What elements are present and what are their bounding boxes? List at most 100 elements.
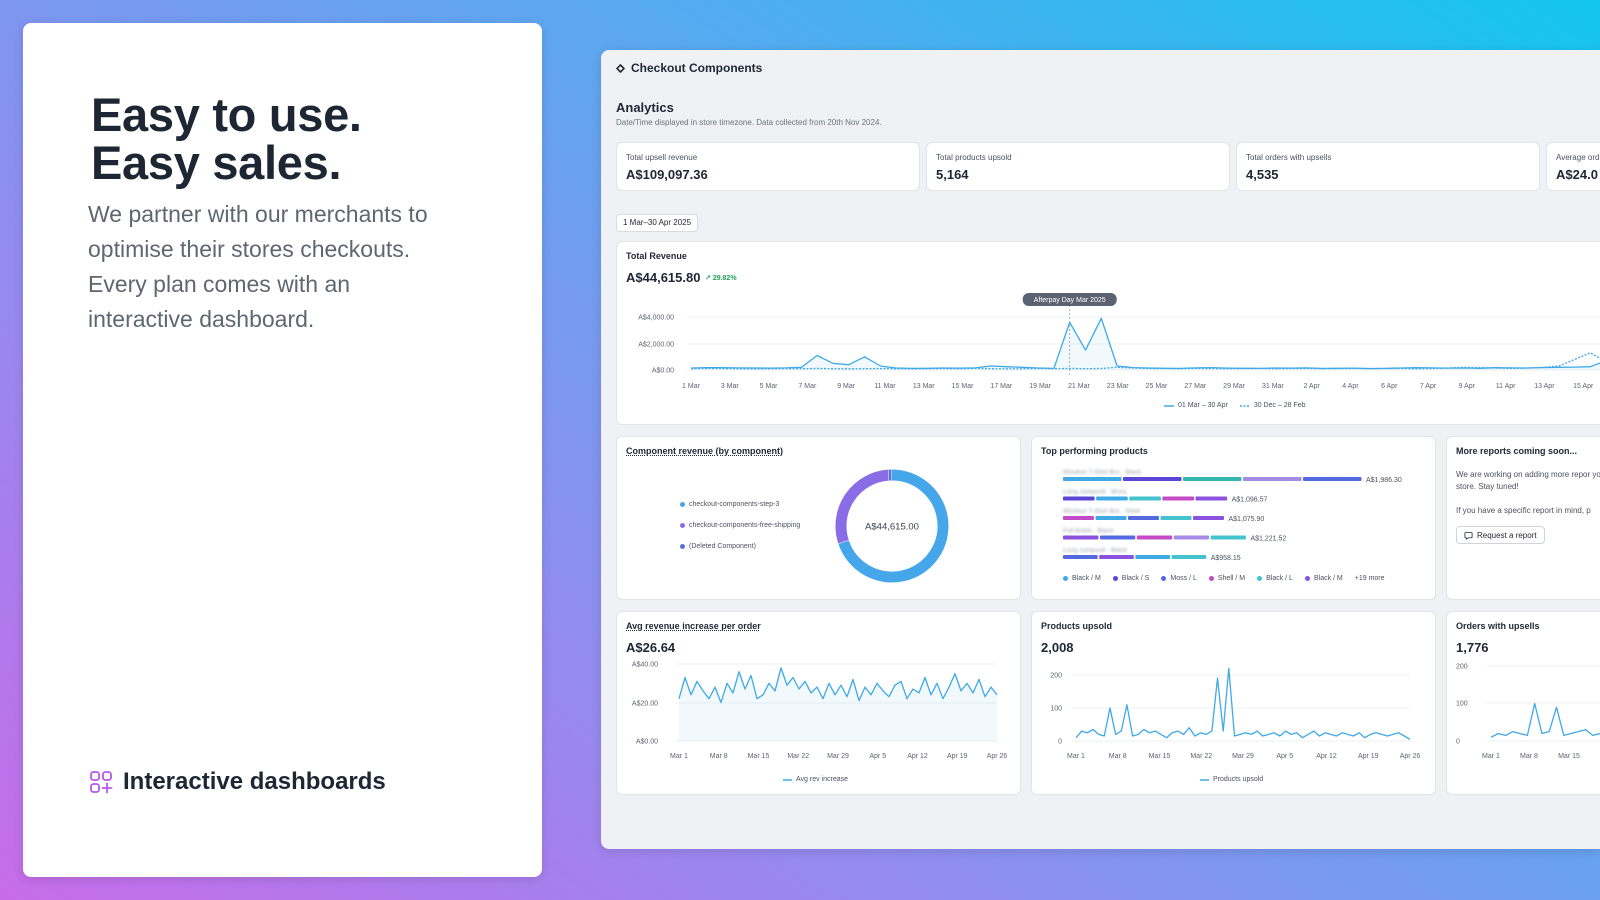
- x-tick-label: 6 Apr: [1381, 383, 1398, 390]
- product-name: Windsor T-Shirt Bro · Black: [1063, 469, 1142, 476]
- reports-message: We are working on adding more repor your…: [1456, 470, 1600, 491]
- chat-bubble-icon: [1464, 531, 1473, 540]
- x-tick-label: 5 Mar: [760, 383, 779, 390]
- revenue-value: A$44,615.80: [626, 270, 701, 285]
- product-legend-item[interactable]: Black / M: [1304, 575, 1343, 582]
- legend-previous[interactable]: 30 Dec – 28 Feb: [1239, 402, 1306, 409]
- card-title: Total Revenue: [626, 251, 687, 261]
- product-legend-item[interactable]: Shell / M: [1208, 575, 1246, 582]
- total-revenue-card: Total Revenue A$44,615.80 ↗ 29.82% A$4,0…: [616, 241, 1600, 425]
- footer-label: Interactive dashboards: [123, 768, 386, 795]
- y-tick-label: A$40.00: [632, 662, 658, 669]
- bar-segment: [1303, 477, 1362, 481]
- x-tick-label: 29 Mar: [1223, 383, 1245, 390]
- bar-value-label: A$1,986.30: [1366, 477, 1402, 484]
- promo-footer: Interactive dashboards: [89, 768, 386, 796]
- y-tick-label: 100: [1050, 706, 1062, 713]
- top-products-chart[interactable]: Windsor T-Shirt Bro · Black A$1,986.30 Lon…: [1032, 437, 1432, 587]
- x-tick-label: 7 Apr: [1420, 383, 1437, 390]
- section-subtitle: Date/Time displayed in store timezone. D…: [616, 118, 882, 127]
- app-logo-icon: [615, 63, 626, 73]
- request-report-button[interactable]: Request a report: [1456, 526, 1545, 544]
- top-products-legend: Black / M Black / S Moss / L Shell / M Black…: [1063, 575, 1385, 582]
- y-tick-label: A$2,000.00: [638, 342, 674, 349]
- bar-value-label: A$958.15: [1211, 555, 1241, 562]
- revenue-change-badge: ↗ 29.82%: [705, 275, 737, 282]
- legend-label: Shell / M: [1217, 575, 1246, 582]
- y-tick-label: 0: [1058, 739, 1062, 746]
- bar-segment: [1063, 555, 1098, 559]
- card-title: Avg revenue increase per order: [626, 621, 761, 631]
- stat-card-average-order[interactable]: Average ord A$24.0: [1546, 142, 1600, 191]
- legend-dot: [1161, 576, 1167, 581]
- stat-label: Average ord: [1556, 153, 1600, 162]
- x-tick-label: Mar 22: [787, 753, 809, 760]
- product-legend-item[interactable]: Moss / L: [1161, 575, 1197, 582]
- product-legend-item[interactable]: Black / M: [1063, 575, 1101, 582]
- x-tick-label: Apr 19: [947, 753, 968, 760]
- legend-label: Black / M: [1072, 575, 1101, 582]
- bar-segment: [1063, 535, 1099, 540]
- stat-label: Total upsell revenue: [626, 153, 698, 162]
- legend-dot: [1063, 576, 1068, 581]
- x-tick-label: Mar 1: [670, 753, 688, 760]
- x-tick-label: 7 Mar: [798, 383, 817, 390]
- product-name: Long Jumpsuit · Moss: [1063, 489, 1127, 496]
- x-tick-label: Mar 8: [710, 753, 728, 760]
- y-tick-label: 200: [1456, 664, 1468, 671]
- x-tick-label: Mar 29: [1232, 753, 1254, 760]
- bar-segment: [1171, 555, 1207, 559]
- app-header: Checkout Components: [615, 61, 762, 75]
- component-legend-item[interactable]: checkout-components-free-shipping: [680, 522, 800, 529]
- bar-segment: [1162, 496, 1194, 501]
- avg-legend[interactable]: Avg rev increase: [783, 776, 848, 783]
- product-legend-item[interactable]: Black / L: [1257, 575, 1293, 582]
- bar-segment: [1096, 496, 1128, 501]
- bar-segment: [1136, 535, 1173, 540]
- component-legend-item[interactable]: checkout-components-step-3: [680, 501, 779, 508]
- x-tick-label: Apr 26: [987, 753, 1008, 760]
- series-line: [690, 317, 1600, 370]
- section-title: Analytics: [616, 100, 674, 115]
- legend-dot: [680, 502, 685, 507]
- products-upsold-legend[interactable]: Products upsold: [1200, 776, 1263, 783]
- dashboard-window: Checkout Components Analytics Date/Time …: [601, 50, 1600, 849]
- stat-label: Total products upsold: [936, 153, 1012, 162]
- promo-card: Easy to use. Easy sales. We partner with…: [23, 23, 542, 877]
- legend-label: Avg rev increase: [796, 776, 849, 783]
- y-tick-label: A$0.00: [636, 739, 658, 746]
- avg-revenue-chart[interactable]: A$40.00 A$20.00 A$0.00 Mar 1 Mar 8 Mar 15 Mar …: [617, 612, 1022, 796]
- legend-label: Products upsold: [1213, 776, 1264, 783]
- legend-current[interactable]: 01 Mar – 30 Apr: [1164, 402, 1228, 409]
- orders-upsells-value: 1,776: [1456, 640, 1489, 655]
- stat-card-products-upsold[interactable]: Total products upsold 5,164: [926, 142, 1230, 191]
- bar-segment: [1195, 496, 1228, 501]
- component-legend-item[interactable]: (Deleted Component): [680, 543, 756, 550]
- stat-value: A$24.0: [1556, 167, 1598, 182]
- orders-upsells-card: Orders with upsells 1,776 200 100 0 Mar 1 Ma…: [1446, 611, 1600, 795]
- products-upsold-value: 2,008: [1041, 640, 1074, 655]
- legend-dot: [1112, 576, 1118, 581]
- component-donut-chart[interactable]: A$44,615.00: [827, 461, 957, 591]
- product-legend-item[interactable]: Black / S: [1112, 575, 1149, 582]
- top-products-card: Top performing products Windsor T-Shirt …: [1031, 436, 1436, 600]
- legend-more[interactable]: +19 more: [1354, 575, 1385, 582]
- orders-upsells-chart[interactable]: 200 100 0 Mar 1 Mar 8 Mar 15: [1447, 612, 1600, 796]
- total-revenue-chart[interactable]: A$4,000.00 A$2,000.00 A$0.00 1 Mar 3 Mar 5 Ma…: [617, 242, 1600, 426]
- x-tick-label: Mar 1: [1067, 753, 1085, 760]
- legend-dot: [1208, 576, 1214, 581]
- date-range-picker[interactable]: 1 Mar–30 Apr 2025: [616, 214, 699, 232]
- product-name: Long Jumpsuit · Black: [1063, 547, 1128, 554]
- bar-segment: [1095, 516, 1127, 520]
- x-tick-label: Mar 8: [1109, 753, 1127, 760]
- x-tick-label: 15 Apr: [1573, 383, 1594, 390]
- donut-slice: [835, 469, 889, 544]
- stat-card-orders-upsells[interactable]: Total orders with upsells 4,535: [1236, 142, 1540, 191]
- y-tick-label: 200: [1050, 673, 1062, 680]
- change-percent: 29.82%: [712, 275, 737, 282]
- x-tick-label: 17 Mar: [990, 383, 1012, 390]
- tooltip-label: Afterpay Day Mar 2025: [1034, 297, 1106, 304]
- x-tick-label: Apr 5: [869, 753, 886, 760]
- stat-card-upsell-revenue[interactable]: Total upsell revenue A$109,097.36: [616, 142, 920, 191]
- products-upsold-chart[interactable]: 200 100 0 Mar 1 Mar 8 Mar 15 Mar 22 Mar 29 Apr 5…: [1032, 612, 1437, 796]
